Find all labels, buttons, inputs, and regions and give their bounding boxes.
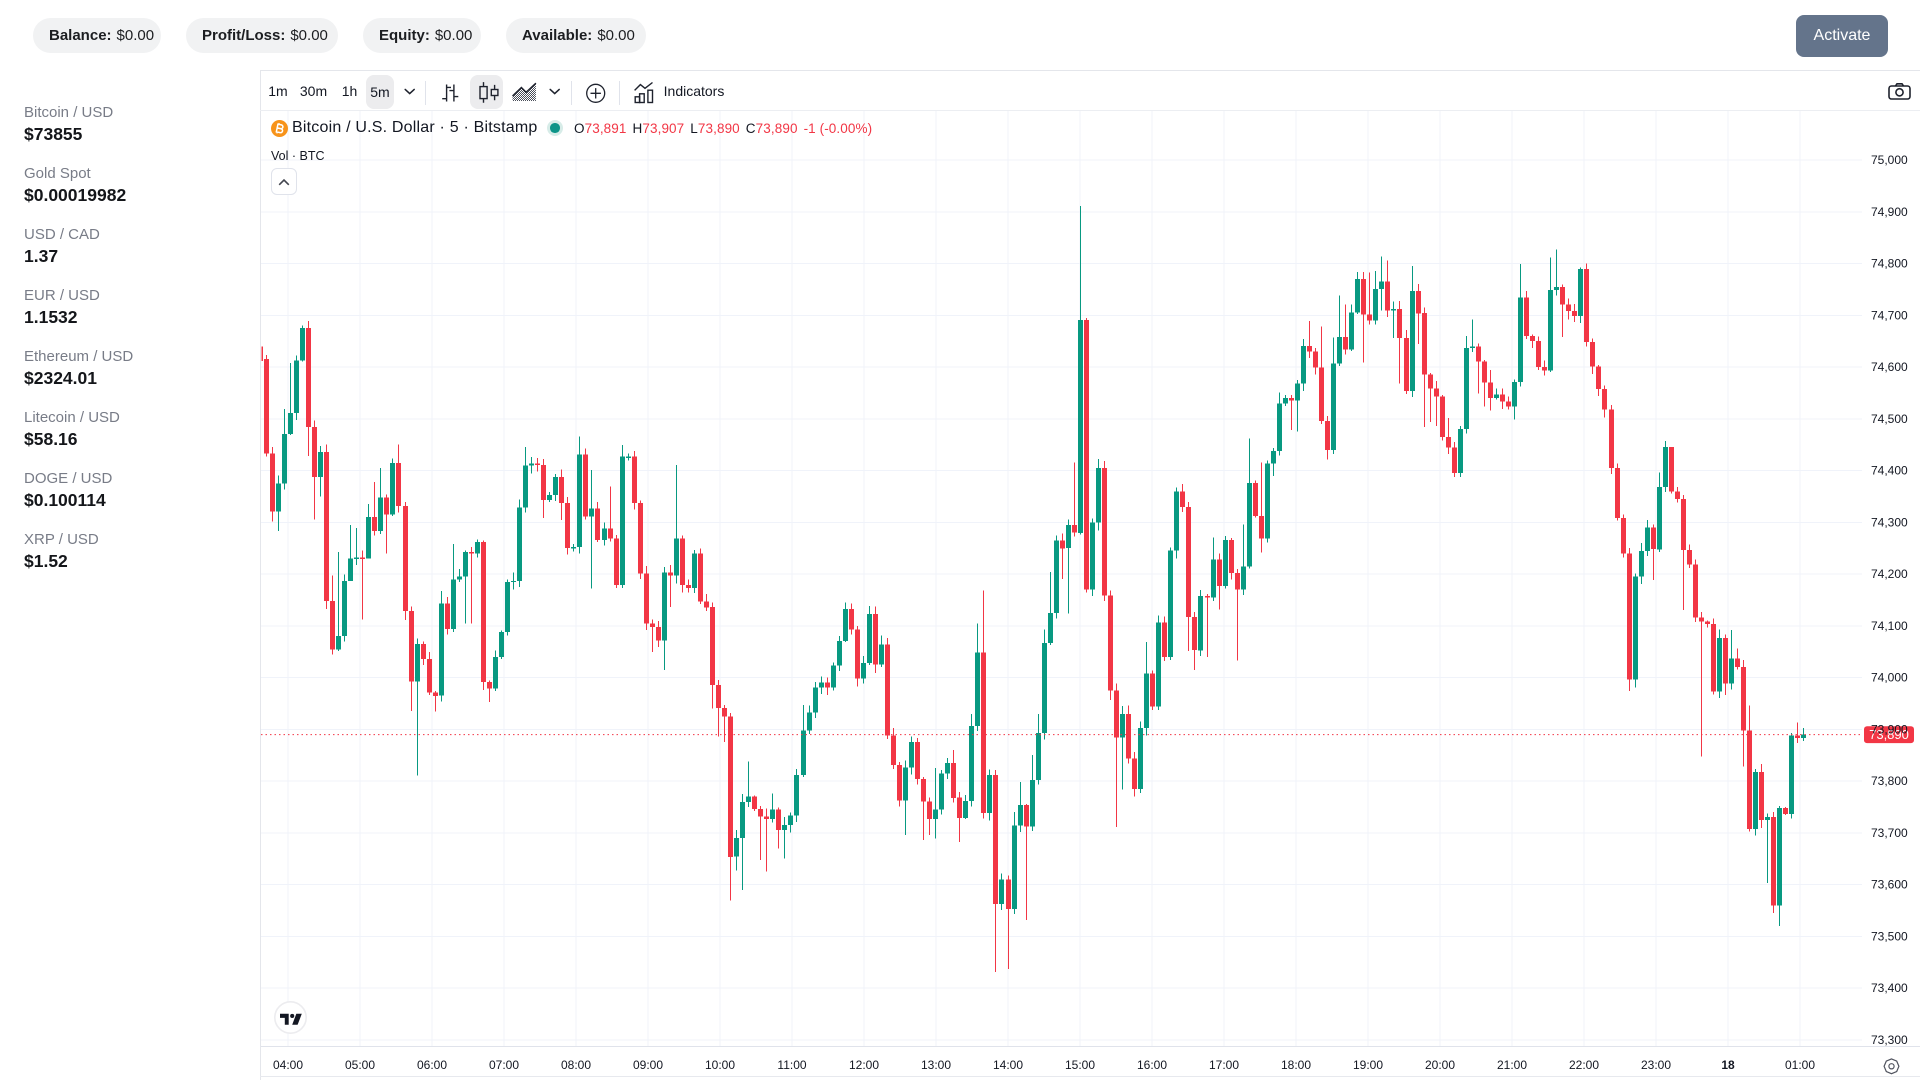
svg-text:18:00: 18:00: [1281, 1058, 1311, 1072]
svg-text:74,600: 74,600: [1871, 360, 1908, 374]
svg-text:74,000: 74,000: [1871, 671, 1908, 685]
svg-text:73,400: 73,400: [1871, 981, 1908, 995]
svg-text:74,200: 74,200: [1871, 567, 1908, 581]
svg-text:04:00: 04:00: [273, 1058, 303, 1072]
svg-text:14:00: 14:00: [993, 1058, 1023, 1072]
svg-text:06:00: 06:00: [417, 1058, 447, 1072]
svg-text:74,100: 74,100: [1871, 619, 1908, 633]
svg-text:07:00: 07:00: [489, 1058, 519, 1072]
svg-text:18: 18: [1721, 1058, 1735, 1072]
svg-text:73,890: 73,890: [1869, 727, 1909, 742]
svg-text:20:00: 20:00: [1425, 1058, 1455, 1072]
svg-text:13:00: 13:00: [921, 1058, 951, 1072]
svg-text:74,400: 74,400: [1871, 464, 1908, 478]
svg-text:75,000: 75,000: [1871, 153, 1908, 167]
svg-text:12:00: 12:00: [849, 1058, 879, 1072]
svg-text:16:00: 16:00: [1137, 1058, 1167, 1072]
svg-text:74,500: 74,500: [1871, 412, 1908, 426]
svg-text:73,600: 73,600: [1871, 878, 1908, 892]
svg-text:08:00: 08:00: [561, 1058, 591, 1072]
svg-text:22:00: 22:00: [1569, 1058, 1599, 1072]
svg-text:19:00: 19:00: [1353, 1058, 1383, 1072]
svg-text:21:00: 21:00: [1497, 1058, 1527, 1072]
svg-text:74,800: 74,800: [1871, 257, 1908, 271]
svg-text:05:00: 05:00: [345, 1058, 375, 1072]
svg-text:73,500: 73,500: [1871, 930, 1908, 944]
svg-text:74,700: 74,700: [1871, 308, 1908, 322]
svg-text:09:00: 09:00: [633, 1058, 663, 1072]
svg-text:73,700: 73,700: [1871, 826, 1908, 840]
svg-text:01:00: 01:00: [1785, 1058, 1815, 1072]
svg-text:15:00: 15:00: [1065, 1058, 1095, 1072]
svg-text:11:00: 11:00: [777, 1058, 806, 1072]
svg-text:73,900: 73,900: [1871, 722, 1908, 736]
svg-text:74,300: 74,300: [1871, 515, 1908, 529]
svg-text:74,900: 74,900: [1871, 205, 1908, 219]
svg-text:73,800: 73,800: [1871, 774, 1908, 788]
svg-text:10:00: 10:00: [705, 1058, 735, 1072]
svg-text:23:00: 23:00: [1641, 1058, 1671, 1072]
svg-text:17:00: 17:00: [1209, 1058, 1239, 1072]
svg-text:73,300: 73,300: [1871, 1033, 1908, 1047]
